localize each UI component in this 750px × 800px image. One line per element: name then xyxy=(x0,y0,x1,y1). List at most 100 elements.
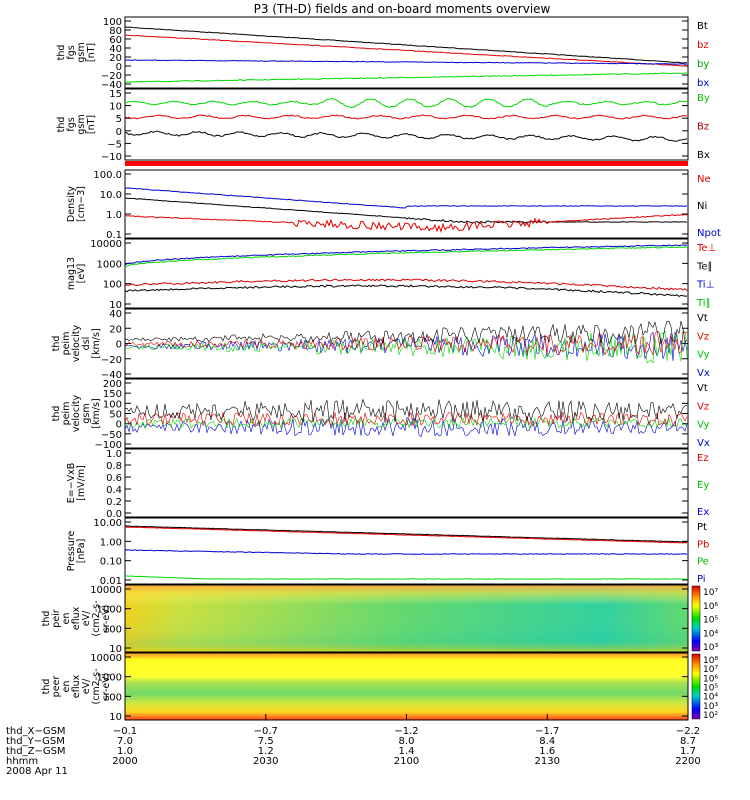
y-tick-label: 0 xyxy=(116,62,122,73)
legend-Vz: Vz xyxy=(697,331,709,342)
y-tick-label: 200 xyxy=(103,379,122,390)
legend-Ti∥: Ti∥ xyxy=(696,298,711,309)
legend-Ey: Ey xyxy=(697,480,709,491)
legend-Te∥: Te∥ xyxy=(696,261,713,272)
y-tick-label: 1.00 xyxy=(100,537,122,548)
y-tick-label: 80 xyxy=(109,26,122,37)
series-Pb xyxy=(124,526,687,544)
series-By xyxy=(124,97,688,109)
series-Te-perp xyxy=(124,278,688,291)
xaxis-row-label: thd_X−GSM xyxy=(6,726,66,737)
y-tick-label: 10 xyxy=(109,644,122,655)
xaxis-value: 1.2 xyxy=(258,746,274,757)
legend-Te⊥: Te⊥ xyxy=(696,243,716,254)
series-Vy-gsm xyxy=(124,417,688,429)
xaxis-value: 7.5 xyxy=(258,736,274,747)
y-tick-label: −20 xyxy=(101,355,122,366)
xaxis-row-label: hhmm xyxy=(6,756,38,767)
panel-frame xyxy=(124,88,689,161)
spectrogram-electron xyxy=(125,653,688,720)
series-Vx-gsm xyxy=(124,416,688,438)
series-Vt xyxy=(124,320,688,345)
colorbar-label: 10⁶ xyxy=(703,674,718,684)
xaxis-value: 2130 xyxy=(535,756,560,767)
y-tick-label: 0.4 xyxy=(106,485,122,496)
y-tick-label: 0.10 xyxy=(100,557,122,568)
legend-Ne: Ne xyxy=(697,174,711,185)
y-tick-label: 15 xyxy=(109,89,122,100)
colorbar-label: 10⁵ xyxy=(703,616,718,626)
series-Vt-gsm xyxy=(124,398,688,423)
colorbar-label: 10⁷ xyxy=(703,665,718,675)
xaxis-value: 8.4 xyxy=(539,736,555,747)
legend-Pe: Pe xyxy=(697,557,709,568)
legend-Vx: Vx xyxy=(697,438,710,449)
date-label: 2008 Apr 11 xyxy=(6,766,68,777)
y-tick-label: 100 xyxy=(103,692,122,703)
y-tick-label: −10 xyxy=(101,152,122,163)
spectrogram-ion-overlay xyxy=(125,585,688,652)
xaxis-value: 2100 xyxy=(394,756,419,767)
y-tick-label: −40 xyxy=(101,80,122,91)
y-axis-label: thdpeirenefluxeV/(cm2-s-sr-eV) xyxy=(41,600,112,636)
y-tick-label: 1000 xyxy=(97,605,122,616)
panel-frame xyxy=(124,517,689,585)
y-tick-label: 0.01 xyxy=(100,576,122,587)
y-axis-label: thdfgsgsm[nT] xyxy=(56,114,97,134)
legend-Pb: Pb xyxy=(697,539,709,550)
series-bz xyxy=(124,34,687,67)
y-tick-label: 0 xyxy=(116,420,122,431)
xaxis-value: 1.7 xyxy=(680,746,696,757)
colorbar-label: 10⁴ xyxy=(703,693,718,703)
xaxis-value: 1.6 xyxy=(539,746,555,757)
y-axis-label: thdpeerenefluxeV/(cm2-s-sr-eV) xyxy=(41,668,112,704)
series-Pi xyxy=(125,575,688,580)
y-tick-label: 40 xyxy=(109,44,122,55)
y-tick-label: 100 xyxy=(103,280,122,291)
series-by xyxy=(124,59,688,65)
legend-Vz: Vz xyxy=(697,401,709,412)
series-Vy xyxy=(124,330,688,364)
xaxis-value: 2030 xyxy=(253,756,278,767)
xaxis-row-label: thd_Y−GSM xyxy=(6,736,65,747)
y-axis-label: thdpeimvelocitydsl[km/s] xyxy=(51,325,102,363)
y-tick-label: 20 xyxy=(109,324,122,335)
y-tick-label: −20 xyxy=(101,71,122,82)
xaxis-value: 8.0 xyxy=(399,736,415,747)
series-Vz xyxy=(124,330,688,356)
series-Vz-gsm xyxy=(124,411,688,427)
series-Pe xyxy=(124,549,688,555)
legend-Ti⊥: Ti⊥ xyxy=(696,280,714,291)
y-tick-label: 1.0 xyxy=(106,210,122,221)
colorbar-label: 10⁵ xyxy=(703,684,718,694)
xaxis-value: −0.7 xyxy=(254,726,278,737)
colorbar-label: 10³ xyxy=(703,643,718,653)
y-axis-label: mag13[eV] xyxy=(66,257,87,290)
xaxis-value: 1.4 xyxy=(399,746,415,757)
series-Bz xyxy=(124,114,688,120)
y-tick-label: 0.0 xyxy=(106,509,122,520)
colorbar-label: 10⁷ xyxy=(703,588,718,598)
colorbar-label: 10⁶ xyxy=(703,602,718,612)
panel-p5: 40 20 0 −20 −40 thdpeimvelocitydsl[km/s] Vt Vz V… xyxy=(51,308,710,381)
panel-p9: 10000 1000 100 10 thdpeirenefluxeV/(cm2-s-sr… xyxy=(41,584,718,655)
legend-Npot: Npot xyxy=(697,228,721,239)
y-tick-label: 150 xyxy=(103,389,122,400)
legend-Bz: Bz xyxy=(697,122,709,133)
panel-p3: 100.0 10.0 1.0 0.1 Density[cm−3] Ne Ni Npot xyxy=(66,169,721,241)
y-tick-label: 0 xyxy=(116,127,122,138)
y-tick-label: 1.0 xyxy=(106,449,122,460)
y-axis-label: E=−VxB[mV/m] xyxy=(66,463,87,504)
legend-Ez: Ez xyxy=(697,453,709,464)
panel-frame xyxy=(124,584,689,653)
colorbar-label: 10² xyxy=(703,711,718,721)
y-tick-label: 10000 xyxy=(90,653,122,664)
y-tick-label: 10000 xyxy=(90,585,122,596)
y-tick-label: 10.0 xyxy=(100,190,122,201)
legend-bx: bx xyxy=(697,78,709,89)
series-Ne xyxy=(124,213,688,234)
legend-Ni: Ni xyxy=(697,201,707,212)
xaxis-value: −0.1 xyxy=(113,726,137,737)
